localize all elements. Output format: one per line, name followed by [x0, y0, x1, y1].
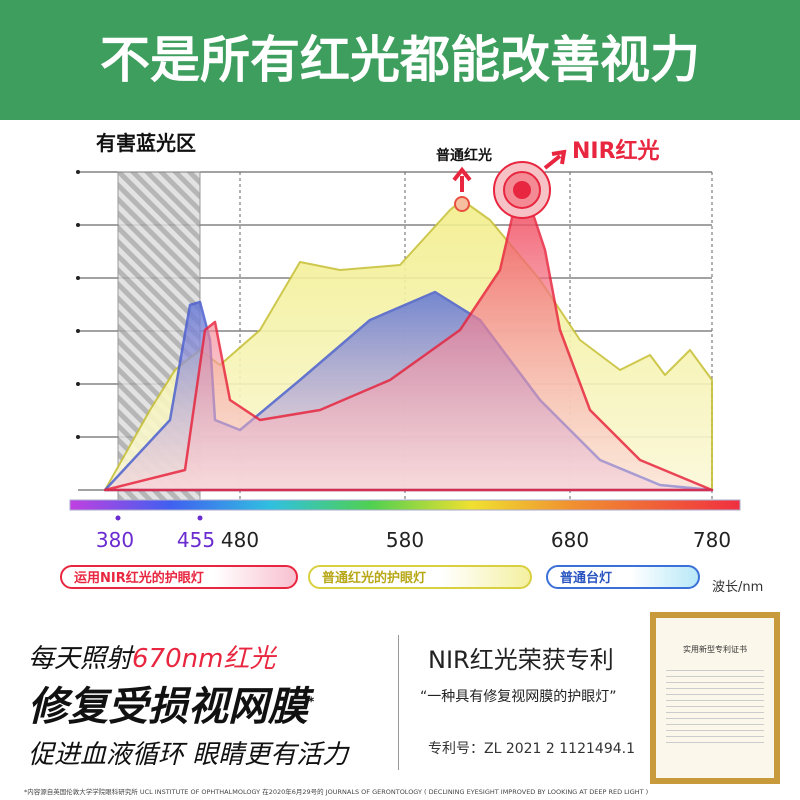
highlight: 670nm红光 — [132, 644, 276, 674]
x-label: 780 — [692, 528, 732, 552]
x-label: 680 — [550, 528, 590, 552]
x-label: 480 — [220, 528, 260, 552]
text-line: 促进血液循环 眼睛更有活力 — [28, 740, 349, 770]
x-label: 455 — [176, 528, 216, 552]
unit-label: 波长/nm — [712, 580, 764, 595]
patent-quote: “一种具有修复视网膜的护眼灯” — [420, 689, 617, 705]
annotation: NIR红光 — [572, 138, 660, 164]
patent-title: NIR红光荣获专利 — [428, 646, 614, 674]
divider — [398, 635, 399, 770]
patent-number: 专利号：ZL 2021 2 1121494.1 — [428, 741, 635, 757]
spectrum-chart: 有害蓝光区 普通红光 NIR红光 — [69, 131, 741, 521]
header-title: 不是所有红光都能改善视力 — [0, 0, 800, 120]
headline: 修复受损视网膜* — [28, 674, 314, 732]
legend-item: 运用NIR红光的护眼灯 — [60, 565, 298, 589]
legend-item: 普通红光的护眼灯 — [308, 565, 532, 589]
asterisk: * — [308, 694, 315, 709]
certificate-title: 实用新型专利证书 — [683, 645, 747, 654]
annotation: 普通红光 — [436, 147, 492, 164]
x-label: 580 — [385, 528, 425, 552]
text: 修复受损视网膜 — [28, 684, 308, 730]
text: 每天照射 — [28, 644, 133, 674]
x-label: 380 — [95, 528, 135, 552]
certificate-text — [666, 665, 764, 745]
legend-item: 普通台灯 — [546, 565, 700, 589]
certificate: 实用新型专利证书 — [650, 612, 780, 784]
zone-label: 有害蓝光区 — [96, 131, 196, 155]
footnote: *内容源自英国伦敦大学学院眼科研究所 UCL INSTITUTE OF OPHT… — [24, 788, 649, 796]
text-line: 每天照射670nm红光 — [28, 638, 275, 675]
